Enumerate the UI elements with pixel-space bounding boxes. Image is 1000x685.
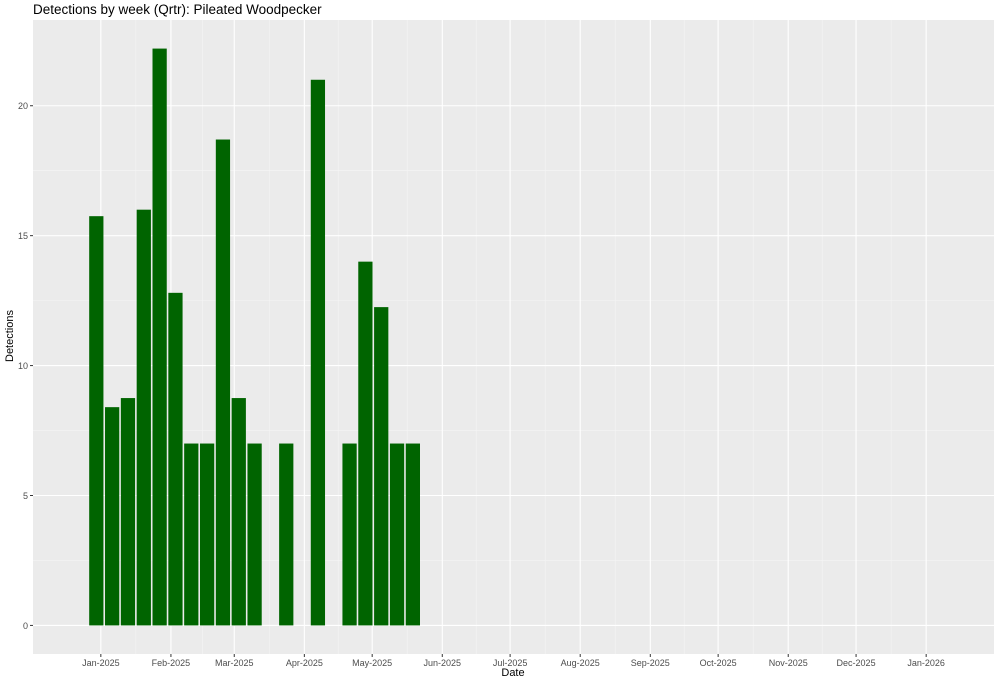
bar <box>389 443 405 626</box>
bar <box>168 292 183 626</box>
bars <box>89 48 421 626</box>
y-tick-label: 5 <box>23 491 28 501</box>
chart-title: Detections by week (Qrtr): Pileated Wood… <box>33 2 322 17</box>
x-tick-label: Jun-2025 <box>424 658 462 668</box>
bar <box>310 79 326 626</box>
x-tick-label: Dec-2025 <box>837 658 876 668</box>
x-tick-label: Jan-2026 <box>907 658 945 668</box>
x-tick-label: Sep-2025 <box>631 658 670 668</box>
bar <box>247 443 262 626</box>
bar <box>374 307 389 626</box>
y-tick-label: 20 <box>18 101 28 111</box>
x-axis: Jan-2025 Feb-2025 Mar-2025 Apr-2025 May-2025… <box>82 654 945 668</box>
bar <box>184 443 199 626</box>
bar <box>358 261 373 626</box>
x-tick-label: Apr-2025 <box>286 658 323 668</box>
bar <box>152 48 167 626</box>
x-tick-label: Jan-2025 <box>82 658 120 668</box>
y-axis: 0 5 10 15 20 <box>18 101 33 631</box>
bar <box>215 139 231 626</box>
y-tick-label: 0 <box>23 621 28 631</box>
x-tick-label: Aug-2025 <box>561 658 600 668</box>
x-tick-label: Oct-2025 <box>700 658 737 668</box>
bar <box>231 398 246 626</box>
x-tick-label: Feb-2025 <box>152 658 191 668</box>
y-tick-label: 10 <box>18 361 28 371</box>
bar <box>89 216 104 626</box>
bar <box>105 407 120 626</box>
y-tick-label: 15 <box>18 231 28 241</box>
bar <box>120 398 136 626</box>
bar <box>136 209 151 626</box>
x-tick-label: Jul-2025 <box>493 658 528 668</box>
x-tick-label: May-2025 <box>352 658 392 668</box>
y-axis-label: Detections <box>4 310 16 362</box>
bar <box>405 443 421 626</box>
grid-minor <box>33 20 994 654</box>
bar <box>199 443 215 626</box>
x-tick-label: Mar-2025 <box>215 658 254 668</box>
x-tick-label: Nov-2025 <box>769 658 808 668</box>
x-axis-label: Date <box>501 667 525 679</box>
bar <box>279 443 294 626</box>
bar <box>342 443 357 626</box>
